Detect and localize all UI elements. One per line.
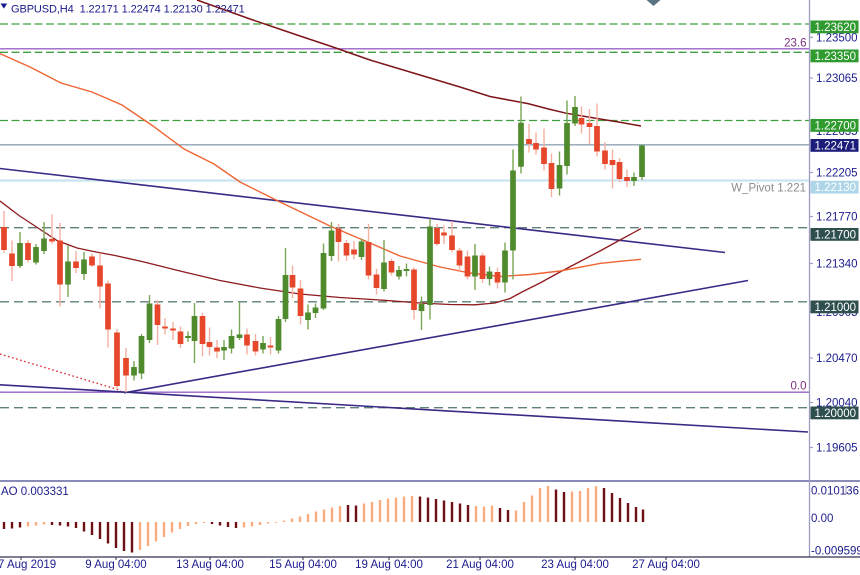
svg-text:1.22471: 1.22471 (815, 140, 857, 152)
svg-text:1.20470: 1.20470 (816, 353, 858, 365)
svg-text:-0.009599: -0.009599 (811, 546, 860, 558)
svg-text:15 Aug 04:00: 15 Aug 04:00 (269, 559, 337, 571)
svg-text:1.22700: 1.22700 (815, 120, 857, 132)
svg-text:21 Aug 04:00: 21 Aug 04:00 (446, 559, 514, 571)
svg-text:27 Aug 04:00: 27 Aug 04:00 (632, 559, 700, 571)
svg-text:1.23620: 1.23620 (815, 22, 857, 34)
svg-text:1.22130: 1.22130 (815, 182, 857, 194)
svg-text:1.20000: 1.20000 (815, 408, 857, 420)
svg-text:19 Aug 04:00: 19 Aug 04:00 (355, 559, 423, 571)
svg-text:7 Aug 2019: 7 Aug 2019 (0, 559, 56, 571)
svg-text:1.21770: 1.21770 (816, 212, 858, 224)
svg-text:1.23350: 1.23350 (815, 51, 857, 63)
svg-text:9 Aug 04:00: 9 Aug 04:00 (85, 559, 146, 571)
svg-text:GBPUSD,H4 1.22171 1.22474 1.2: GBPUSD,H4 1.22171 1.22474 1.22130 1.2247… (11, 4, 245, 16)
svg-text:1.19605: 1.19605 (816, 443, 858, 455)
svg-text:0.0: 0.0 (791, 381, 807, 393)
svg-text:W_Pivot 1.221: W_Pivot 1.221 (731, 183, 806, 195)
svg-text:0.010136: 0.010136 (811, 486, 859, 498)
svg-text:13 Aug 04:00: 13 Aug 04:00 (176, 559, 244, 571)
svg-text:1.23065: 1.23065 (816, 73, 858, 85)
svg-text:1.21000: 1.21000 (815, 302, 857, 314)
svg-text:AO 0.003331: AO 0.003331 (1, 486, 69, 498)
svg-text:23.6: 23.6 (784, 38, 806, 50)
svg-text:1.21700: 1.21700 (815, 229, 857, 241)
svg-text:1.23500: 1.23500 (816, 32, 858, 44)
svg-text:1.22205: 1.22205 (816, 168, 858, 180)
svg-text:1.21340: 1.21340 (816, 259, 858, 271)
svg-text:0.00: 0.00 (811, 513, 833, 525)
svg-text:23 Aug 04:00: 23 Aug 04:00 (541, 559, 609, 571)
